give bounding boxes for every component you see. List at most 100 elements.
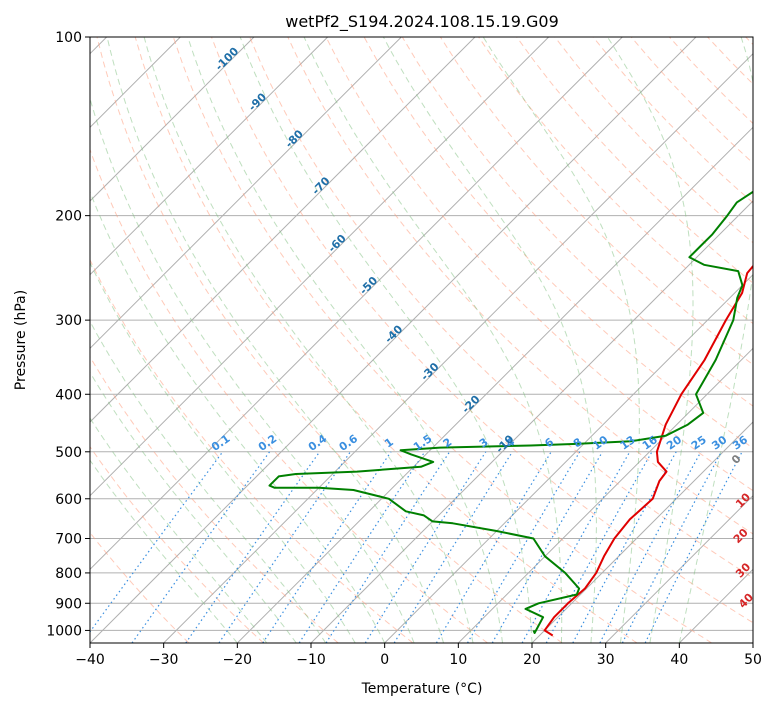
dry-adiabat-line	[478, 37, 753, 325]
moist-adiabat-line	[90, 417, 268, 643]
moist-adiabat-line	[90, 371, 297, 643]
mixing-ratio-line	[185, 451, 321, 643]
mixing-ratio-label: 25	[689, 433, 709, 452]
mixing-ratio-line	[435, 451, 552, 643]
mixing-ratio-line	[325, 451, 451, 643]
x-tick-label: 40	[670, 652, 688, 668]
mixing-ratio-line	[364, 451, 487, 643]
dry-adiabat-line	[172, 37, 712, 643]
dry-adiabat-line	[554, 37, 753, 244]
isotherm-line	[384, 273, 753, 643]
y-tick-label: 400	[55, 387, 82, 403]
isotherm-line	[90, 37, 697, 643]
y-axis-title: Pressure (hPa)	[13, 290, 29, 390]
dry-adiabat-line	[249, 37, 753, 579]
mixing-ratio-line	[90, 451, 224, 633]
background-lines	[90, 37, 753, 643]
moist-adiabat-line	[382, 37, 597, 643]
y-tick-label: 1000	[46, 623, 82, 639]
mixing-ratio-label: 30	[709, 433, 729, 453]
x-tick-label: −30	[149, 652, 179, 668]
dry-adiabat-line	[90, 148, 488, 643]
mixing-ratio-label: 36	[730, 433, 750, 453]
isotherm-line	[678, 568, 753, 643]
mixing-ratio-label: 6	[542, 435, 556, 450]
dry-adiabat-line	[669, 37, 753, 125]
moist-label: 0	[729, 452, 744, 467]
y-tick-label: 200	[55, 209, 82, 225]
isotherm-label: -40	[382, 322, 405, 345]
x-tick-label: 50	[744, 652, 762, 668]
moist-adiabat-line	[90, 320, 327, 643]
x-tick-label: 30	[597, 652, 615, 668]
dry-adiabat-line	[707, 37, 753, 85]
y-tick-label: 100	[55, 30, 82, 46]
x-tick-label: 0	[380, 652, 389, 668]
isotherm-line	[90, 37, 623, 571]
mixing-ratio-line	[466, 451, 581, 643]
moist-adiabat-line	[90, 96, 415, 643]
x-tick-label: 20	[523, 652, 541, 668]
mixing-ratio-label: 10	[590, 433, 610, 453]
moist-adiabat-line	[90, 459, 238, 643]
mixing-ratio-label: 13	[618, 433, 638, 452]
isotherm-label: -100	[213, 45, 242, 74]
temperature-line	[543, 264, 753, 637]
chart-title: wetPf2_S194.2024.108.15.19.G09	[285, 12, 559, 32]
x-tick-label: 10	[449, 652, 467, 668]
moist-adiabat-line	[239, 37, 533, 643]
dry-adiabat-line	[96, 37, 563, 643]
moist-adiabat-line	[678, 37, 753, 643]
moist-adiabat-line	[90, 190, 386, 643]
isotherm-label: -80	[283, 127, 306, 150]
data-lines	[268, 190, 753, 637]
y-tick-label: 900	[55, 596, 82, 612]
line-labels: 0.1 0.2 0.4 0.6 1 1.5 2 3 4 6 8 10 13 16 20 25 30 36-100-…	[209, 45, 756, 611]
isotherm-label: -70	[309, 174, 332, 197]
mixing-ratio-line	[599, 451, 702, 643]
isotherm-line	[90, 37, 329, 276]
isotherm-label: -20	[459, 393, 482, 416]
dry-adiabat-line	[287, 37, 753, 535]
y-tick-label: 500	[55, 445, 82, 461]
dry-adiabat-line	[745, 37, 753, 46]
moist-adiabat-line	[607, 37, 694, 643]
x-tick-label: −10	[296, 652, 326, 668]
axes: −40 −30 −20 −10 0 10 20 30 40 5010009008007006005…	[46, 30, 762, 668]
isotherm-line	[752, 642, 753, 643]
dry-adiabat-line	[90, 258, 414, 643]
plot-frame	[89, 36, 754, 644]
isotherm-line	[163, 52, 753, 643]
y-tick-label: 600	[55, 492, 82, 508]
dry-adiabat-line	[134, 37, 638, 643]
y-tick-label: 300	[55, 313, 82, 329]
isotherm-line	[90, 37, 255, 202]
isotherm-label: -30	[418, 360, 441, 383]
isotherm-line	[531, 421, 753, 643]
x-axis-title: Temperature (°C)	[361, 681, 483, 697]
isotherm-label: -90	[246, 90, 269, 113]
dry-adiabat-line	[592, 37, 753, 204]
mixing-ratio-label: 3	[477, 435, 491, 450]
isotherm-line	[90, 37, 476, 423]
mixing-ratio-label: 1	[382, 435, 396, 450]
moist-adiabat-line	[482, 37, 640, 643]
moist-adiabat-line	[90, 261, 356, 643]
isotherm-line	[236, 126, 753, 643]
moist-adiabat-line	[143, 37, 474, 643]
mixing-ratio-line	[262, 451, 392, 643]
isotherm-line	[90, 37, 550, 497]
isotherm-line	[605, 494, 753, 643]
moist-adiabat-line	[303, 37, 563, 643]
x-tick-label: −20	[223, 652, 253, 668]
dewpoint-line	[268, 190, 753, 634]
dry-adiabat-line	[90, 445, 264, 643]
mixing-ratio-label: 0.1	[209, 432, 232, 454]
mixing-ratio-line	[131, 451, 271, 643]
dry-adiabat-line	[325, 37, 753, 492]
moist-adiabat-line	[187, 37, 503, 643]
mixing-ratio-line	[218, 451, 351, 643]
y-tick-label: 700	[55, 532, 82, 548]
moist-label: 20	[731, 526, 751, 546]
